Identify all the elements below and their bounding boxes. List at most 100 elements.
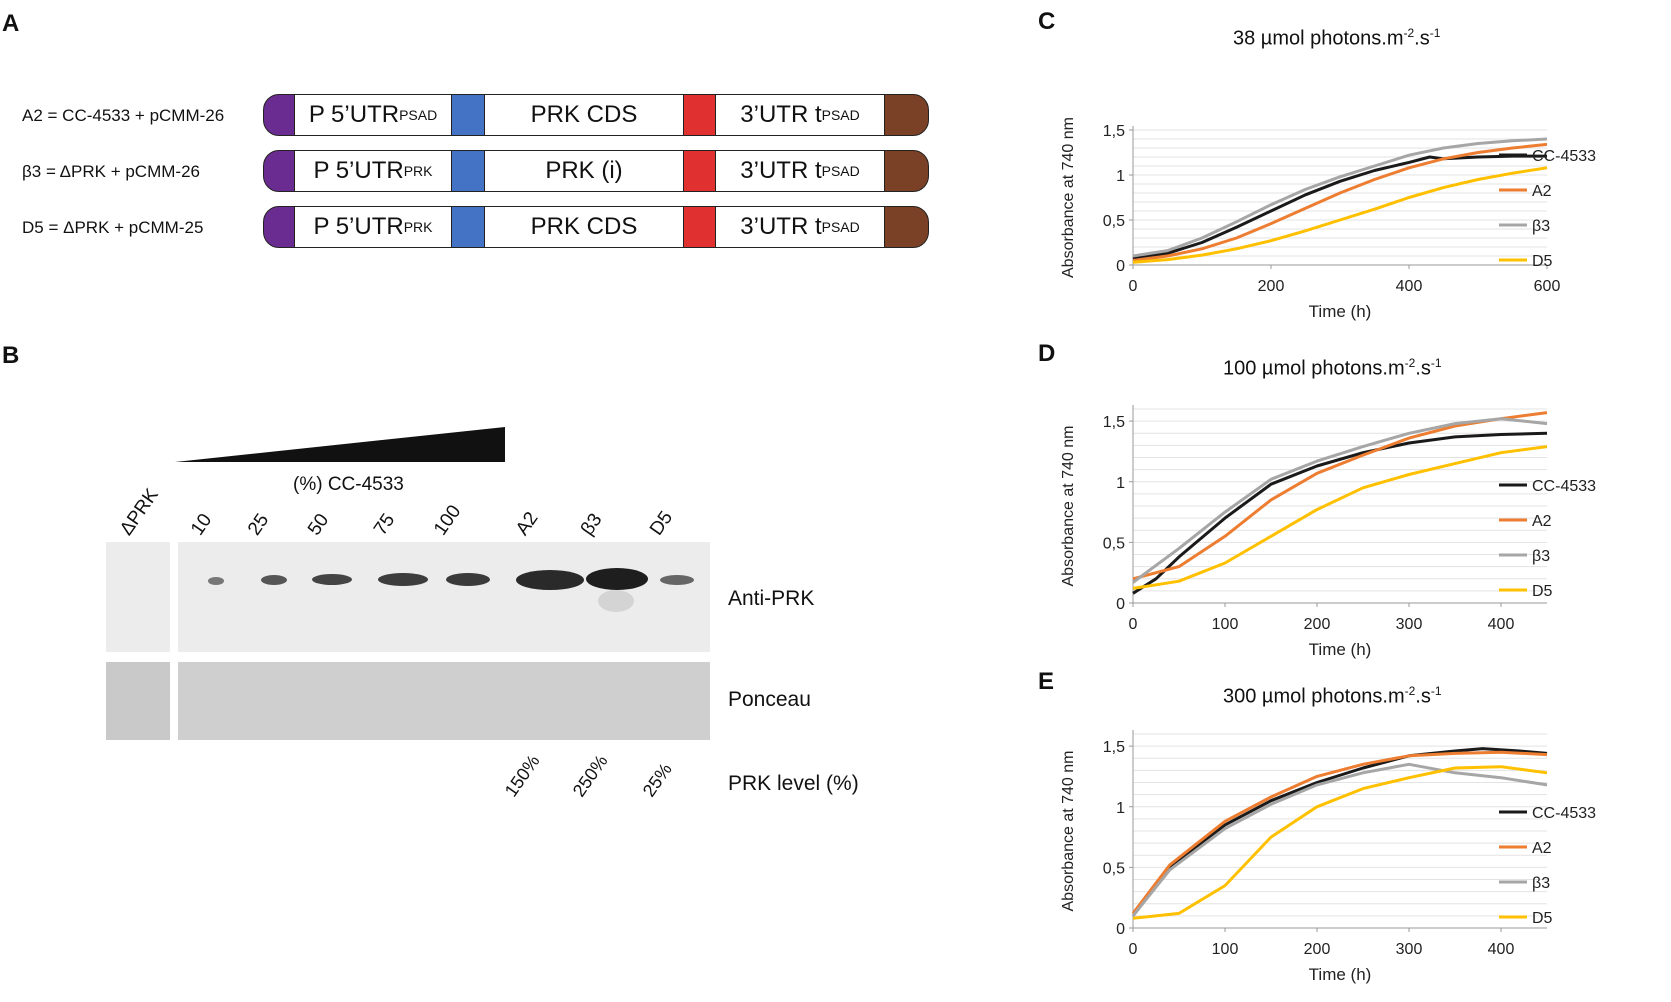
prk-level-d5: 25% xyxy=(638,759,676,801)
x-axis-label: Time (h) xyxy=(1309,302,1372,321)
legend-label: A2 xyxy=(1532,183,1552,200)
anti-prk-blot-left xyxy=(106,542,170,652)
strain-label-a2: A2 = CC-4533 + pCMM-26 xyxy=(22,106,225,125)
series-line-β3 xyxy=(1131,762,1548,917)
promoter-label: P 5’UTR PRK xyxy=(313,157,433,184)
utr3-box xyxy=(715,94,885,136)
promoter-label: P 5’UTR PRK xyxy=(313,213,433,240)
red-block xyxy=(683,94,716,136)
x-tick-label: 100 xyxy=(1212,941,1239,958)
x-axis-label: Time (h) xyxy=(1309,640,1372,659)
start-cap xyxy=(263,150,295,192)
series-line-A2 xyxy=(1132,411,1548,581)
lane-label-dprk: ΔPRK xyxy=(115,484,163,540)
y-tick-label: 1,5 xyxy=(1103,123,1125,140)
promoter-label: P 5’UTR PSAD xyxy=(308,101,438,128)
chart-title-d: 100 µmol photons.m-2.s-1 xyxy=(1223,356,1442,380)
blue-block xyxy=(451,94,485,136)
gradient-wedge xyxy=(175,427,505,462)
strain-label-b3: β3 = ΔPRK + pCMM-26 xyxy=(22,162,200,181)
y-axis-label: Absorbance at 740 nm xyxy=(1060,117,1077,278)
construct-d5: P 5’UTR PRK PRK CDS 3’UTR t PSAD xyxy=(263,206,929,248)
legend-label: D5 xyxy=(1532,583,1553,600)
lane-label-50: 50 xyxy=(303,510,334,540)
x-tick-label: 0 xyxy=(1129,278,1138,295)
y-axis-label: Absorbance at 740 nm xyxy=(1060,426,1077,587)
prk-level-label: PRK level (%) xyxy=(728,772,859,795)
ponceau-blot xyxy=(178,662,710,740)
end-cap xyxy=(884,94,929,136)
band-25 xyxy=(261,575,287,585)
cds-box xyxy=(484,206,684,248)
lane-label-75: 75 xyxy=(369,510,400,540)
utr3-box xyxy=(715,150,885,192)
ponceau-blot-left xyxy=(106,662,170,740)
band-b3 xyxy=(586,568,648,590)
series-line-D5 xyxy=(1132,445,1548,590)
panel-letter-e: E xyxy=(1038,668,1055,695)
x-tick-label: 300 xyxy=(1396,941,1423,958)
x-tick-label: 0 xyxy=(1129,941,1138,958)
series-line-A2 xyxy=(1132,142,1548,262)
y-tick-label: 1 xyxy=(1116,168,1125,185)
legend-label: D5 xyxy=(1532,253,1553,270)
gradient-label: (%) CC-4533 xyxy=(293,474,404,495)
lane-label-25: 25 xyxy=(243,510,274,540)
legend-label: CC-4533 xyxy=(1532,805,1596,822)
red-block xyxy=(683,150,716,192)
y-tick-label: 0 xyxy=(1116,258,1125,275)
promoter-box xyxy=(294,206,452,248)
strain-label-d5: D5 = ΔPRK + pCMM-25 xyxy=(22,218,204,237)
panel-letter-a: A xyxy=(2,10,20,37)
y-tick-label: 1,5 xyxy=(1103,414,1125,431)
utr3-label: 3’UTR t PSAD xyxy=(740,213,860,240)
end-cap xyxy=(884,150,929,192)
lane-label-d5: D5 xyxy=(645,507,678,540)
legend-label: β3 xyxy=(1532,875,1550,892)
x-tick-label: 400 xyxy=(1488,616,1515,633)
chart-title-e: 300 µmol photons.m-2.s-1 xyxy=(1223,684,1442,708)
x-tick-label: 200 xyxy=(1304,616,1331,633)
series-line-D5 xyxy=(1132,166,1548,264)
blue-block xyxy=(451,206,485,248)
panel-letter-b: B xyxy=(2,342,20,369)
construct-b3: P 5’UTR PRK PRK (i) 3’UTR t PSAD xyxy=(263,150,929,192)
cds-box xyxy=(484,150,684,192)
series-line-β3 xyxy=(1132,137,1548,258)
x-tick-label: 300 xyxy=(1396,616,1423,633)
y-tick-label: 0,5 xyxy=(1103,860,1125,877)
legend-label: CC-4533 xyxy=(1532,478,1596,495)
utr3-label: 3’UTR t PSAD xyxy=(740,101,860,128)
band-a2 xyxy=(516,570,584,590)
construct-a2: P 5’UTR PSAD PRK CDS 3’UTR t PSAD xyxy=(263,94,929,136)
cds-label: PRK CDS xyxy=(530,101,638,128)
panel-letter-c: C xyxy=(1038,8,1056,35)
series-line-β3 xyxy=(1132,417,1548,584)
gradient-triangle xyxy=(175,427,505,462)
growth-chart-300: 0 0,5 1 1,5 0 100 200 300 400 Time (h) Absorbance … xyxy=(1060,730,1596,984)
y-tick-label: 0 xyxy=(1116,596,1125,613)
series-line-D5 xyxy=(1132,765,1548,920)
x-axis-label: Time (h) xyxy=(1309,965,1372,984)
y-axis-label: Absorbance at 740 nm xyxy=(1060,751,1077,912)
lane-label-100: 100 xyxy=(429,501,466,540)
growth-chart-38: 0 0,5 1 1,5 0 200 400 600 Time (h) Absorbance at … xyxy=(1060,117,1596,321)
prk-level-a2: 150% xyxy=(500,751,544,801)
y-tick-label: 1,5 xyxy=(1103,739,1125,756)
utr3-label: 3’UTR t PSAD xyxy=(740,157,860,184)
anti-prk-blot xyxy=(178,542,710,652)
series-line-CC-4533 xyxy=(1132,431,1548,595)
y-tick-label: 1 xyxy=(1116,800,1125,817)
lane-label-a2: A2 xyxy=(511,508,543,540)
red-block xyxy=(683,206,716,248)
band-50 xyxy=(312,574,352,585)
legend-label: β3 xyxy=(1532,548,1550,565)
cds-label: PRK CDS xyxy=(530,213,638,240)
lane-label-10: 10 xyxy=(186,510,217,540)
blue-block xyxy=(451,150,485,192)
start-cap xyxy=(263,206,295,248)
series-line-CC-4533 xyxy=(1131,747,1548,917)
x-tick-label: 600 xyxy=(1534,278,1561,295)
start-cap xyxy=(263,94,295,136)
band-75 xyxy=(378,573,428,586)
